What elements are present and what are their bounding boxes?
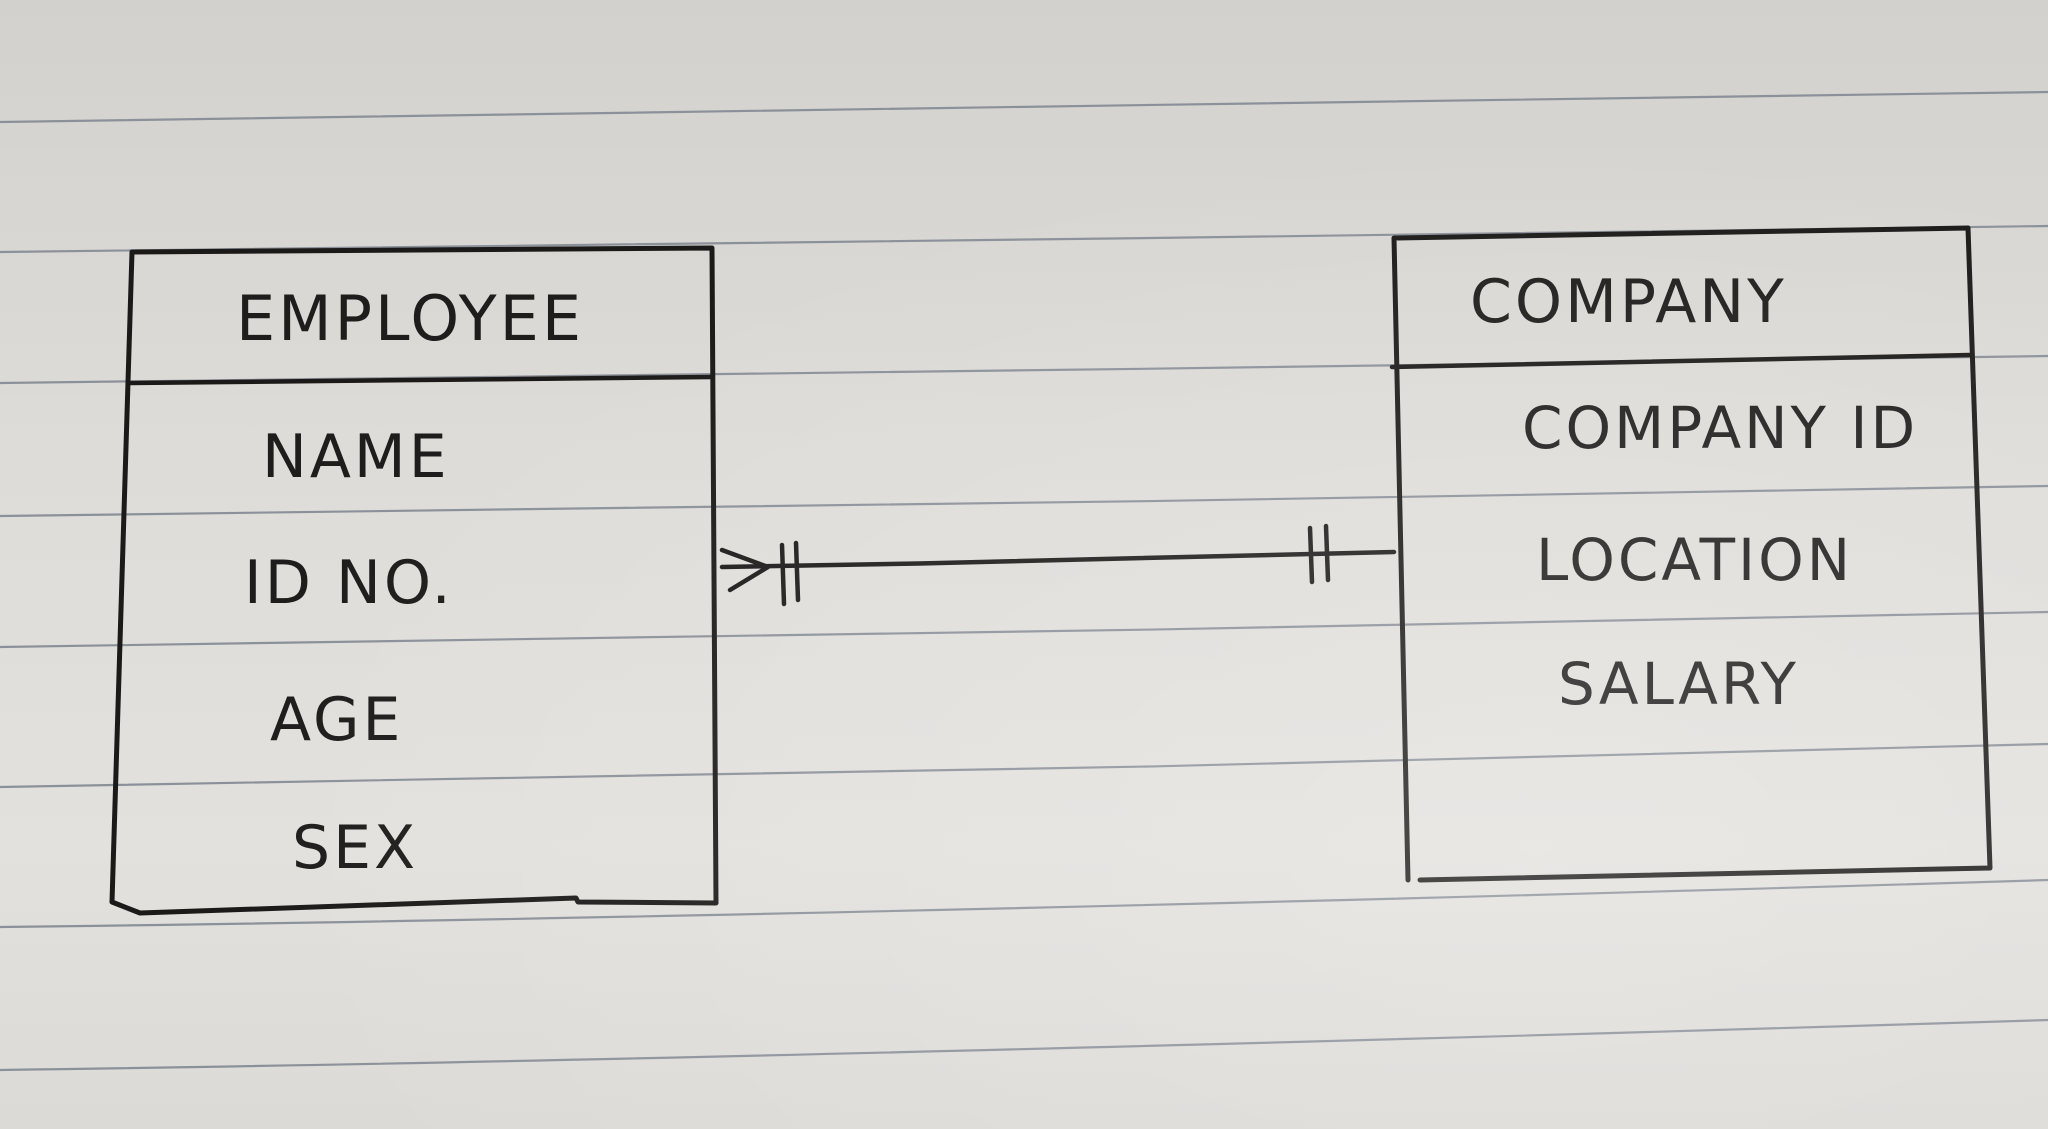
employee-header-divider <box>127 374 715 386</box>
ruled-line <box>0 1018 2048 1072</box>
employee-attribute-name: NAME <box>262 422 450 492</box>
company-attribute-salary: SALARY <box>1558 650 1799 718</box>
company-attribute-location: LOCATION <box>1536 526 1853 594</box>
company-one-only-marker <box>1307 523 1331 585</box>
company-header-divider <box>1389 352 1973 370</box>
employee-attribute-id-no: ID NO. <box>244 548 454 618</box>
company-attribute-company-id: COMPANY ID <box>1522 394 1918 462</box>
crows-foot-many-marker <box>719 547 771 593</box>
employee-attribute-sex: SEX <box>292 813 418 883</box>
company-title: COMPANY <box>1470 267 1787 337</box>
relationship-line <box>719 549 1397 570</box>
company-entity: COMPANY COMPANY ID LOCATION SALARY <box>1389 225 1993 883</box>
relationship-connector <box>719 523 1397 607</box>
crows-foot-one-bar <box>779 540 801 607</box>
ruled-line <box>0 610 2048 649</box>
company-box-outline <box>1391 225 1993 883</box>
employee-box-outline <box>109 245 719 916</box>
ruled-line <box>0 90 2048 124</box>
employee-title: EMPLOYEE <box>236 282 584 355</box>
ruled-line <box>0 878 2048 929</box>
ruled-line <box>0 484 2048 518</box>
employee-entity: EMPLOYEE NAME ID NO. AGE SEX <box>109 245 719 916</box>
employee-attribute-age: AGE <box>270 685 403 755</box>
